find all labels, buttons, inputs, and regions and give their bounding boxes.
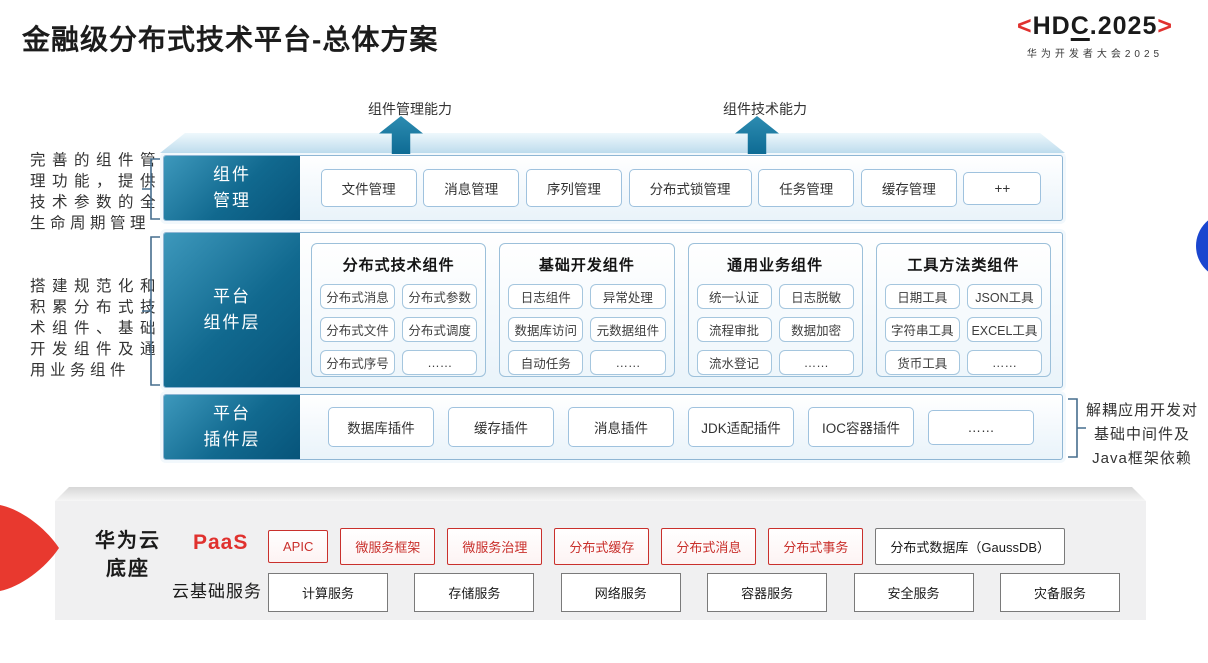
component-cell: 统一认证 — [696, 284, 772, 309]
component-cell: 数据加密 — [778, 317, 854, 342]
paas-chip: 分布式事务 — [768, 528, 864, 565]
management-chip: 任务管理 — [758, 169, 855, 207]
column-title: 工具方法类组件 — [907, 257, 1020, 274]
plugin-chip: 消息插件 — [568, 407, 674, 447]
component-cell: 分布式文件 — [320, 317, 396, 342]
cloud-service-box: 存储服务 — [414, 573, 535, 612]
plugin-items: 数据库插件 缓存插件 消息插件 JDK适配插件 IOC容器插件 …… — [300, 395, 1062, 459]
plugin-chip: JDK适配插件 — [688, 407, 794, 447]
column-tool-methods: 工具方法类组件 日期工具 JSON工具 字符串工具 EXCEL工具 货币工具…… — [875, 243, 1051, 377]
cloud-basic-services-label: 云基础服务 — [172, 582, 262, 601]
cloud-services: 计算服务 存储服务 网络服务 容器服务 安全服务 灾备服务 — [268, 573, 1120, 612]
paas-chip: APIC — [268, 530, 329, 563]
hdc-logo: <HDC.2025> 华为开发者大会2025 — [990, 12, 1200, 60]
paas-services: APIC 微服务框架 微服务治理 分布式缓存 分布式消息 分布式事务 分布式数据库（Gaus… — [268, 528, 1066, 565]
hdc-logo-text: <HDC.2025> — [1017, 12, 1173, 40]
paas-chip: 分布式数据库（GaussDB） — [875, 528, 1066, 565]
component-cell: 数据库访问 — [508, 317, 584, 342]
arrow-label-technical-capability: 组件技术能力 — [723, 101, 807, 117]
row-label-component-management: 组件 管理 — [164, 156, 300, 220]
right-bracket-icon — [1068, 398, 1086, 458]
component-cell: 异常处理 — [590, 284, 666, 309]
component-cell: 日志组件 — [508, 284, 584, 309]
left-bracket-icon — [142, 236, 160, 386]
management-chip: 消息管理 — [423, 169, 520, 207]
arrow-label-management-capability: 组件管理能力 — [368, 101, 452, 117]
component-cell: 日期工具 — [884, 284, 960, 309]
cloud-service-box: 安全服务 — [853, 573, 974, 612]
logo-left-bracket: < — [1017, 12, 1033, 40]
component-cell: EXCEL工具 — [966, 317, 1042, 342]
paas-label: PaaS — [193, 531, 249, 554]
huawei-cloud-base-label: 华为云 底座 — [95, 530, 161, 580]
paas-chip: 分布式缓存 — [554, 528, 650, 565]
component-cell: 日志脱敏 — [778, 284, 854, 309]
note-component-management: 完善的组件管理功能，提供技术参数的全生命周期管理 — [30, 152, 160, 232]
note-component-accumulation: 搭建规范化和积累分布式技术组件、基础开发组件及通用业务组件 — [30, 278, 160, 379]
logo-right-bracket: > — [1157, 12, 1173, 40]
cloud-service-box: 网络服务 — [560, 573, 681, 612]
component-management-items: 文件管理 消息管理 序列管理 分布式锁管理 任务管理 缓存管理 ++ — [300, 156, 1062, 220]
plugin-chip: 数据库插件 — [328, 407, 434, 447]
component-cell: 流水登记 — [696, 350, 772, 375]
column-title: 基础开发组件 — [538, 257, 635, 274]
component-cell: 分布式消息 — [320, 284, 396, 309]
component-cell: …… — [778, 350, 854, 375]
component-cell: 分布式序号 — [320, 350, 396, 375]
component-cell: 字符串工具 — [884, 317, 960, 342]
component-cell: 分布式调度 — [402, 317, 478, 342]
component-columns: 分布式技术组件 分布式消息 分布式参数 分布式文件 分布式调度 分布式序号…… 基础开发… — [300, 233, 1062, 387]
row-component-management: 组件 管理 文件管理 消息管理 序列管理 分布式锁管理 任务管理 缓存管理 ++ — [163, 155, 1063, 221]
management-chip: ++ — [963, 171, 1042, 205]
paas-chip: 微服务治理 — [447, 528, 543, 565]
column-distributed-tech: 分布式技术组件 分布式消息 分布式参数 分布式文件 分布式调度 分布式序号…… — [311, 243, 487, 377]
component-cell: JSON工具 — [966, 284, 1042, 309]
platform-top-face — [160, 133, 1065, 153]
note-decouple: 解耦应用开发对基础中间件及Java框架依赖 — [1085, 402, 1198, 467]
row-platform-plugin-layer: 平台 插件层 数据库插件 缓存插件 消息插件 JDK适配插件 IOC容器插件 …… — [163, 394, 1063, 460]
component-cell: 货币工具 — [884, 350, 960, 375]
column-basic-dev: 基础开发组件 日志组件 异常处理 数据库访问 元数据组件 自动任务…… — [499, 243, 675, 377]
plugin-chip: …… — [928, 409, 1034, 445]
cloud-service-box: 计算服务 — [268, 573, 388, 612]
management-chip: 缓存管理 — [860, 169, 957, 207]
cloud-service-box: 容器服务 — [707, 573, 828, 612]
column-common-business: 通用业务组件 统一认证 日志脱敏 流程审批 数据加密 流水登记…… — [687, 243, 863, 377]
component-cell: …… — [966, 350, 1042, 375]
component-cell: …… — [590, 350, 666, 375]
hdc-logo-subtitle: 华为开发者大会2025 — [1026, 49, 1164, 60]
management-chip: 序列管理 — [525, 169, 622, 207]
page-title: 金融级分布式技术平台-总体方案 — [22, 24, 439, 55]
column-title: 通用业务组件 — [727, 257, 824, 274]
left-bracket-icon — [142, 158, 160, 220]
component-cell: 流程审批 — [696, 317, 772, 342]
management-chip: 分布式锁管理 — [628, 169, 752, 207]
row-platform-component-layer: 平台 组件层 分布式技术组件 分布式消息 分布式参数 分布式文件 分布式调度 分布式序号… — [163, 232, 1063, 388]
row-label-platform-plugin-layer: 平台 插件层 — [164, 395, 300, 459]
management-chip: 文件管理 — [320, 169, 417, 207]
foundation-top-face — [55, 487, 1146, 501]
plugin-chip: IOC容器插件 — [808, 407, 914, 447]
paas-chip: 微服务框架 — [340, 528, 436, 565]
paas-chip: 分布式消息 — [661, 528, 757, 565]
component-cell: 自动任务 — [508, 350, 584, 375]
red-arrow-icon — [0, 505, 59, 591]
blue-circle-decoration — [1196, 213, 1208, 279]
component-cell: 分布式参数 — [402, 284, 478, 309]
column-title: 分布式技术组件 — [342, 257, 455, 274]
component-cell: 元数据组件 — [590, 317, 666, 342]
cloud-service-box: 灾备服务 — [999, 573, 1120, 612]
component-cell: …… — [402, 350, 478, 375]
row-label-platform-component-layer: 平台 组件层 — [164, 233, 300, 387]
plugin-chip: 缓存插件 — [448, 407, 554, 447]
